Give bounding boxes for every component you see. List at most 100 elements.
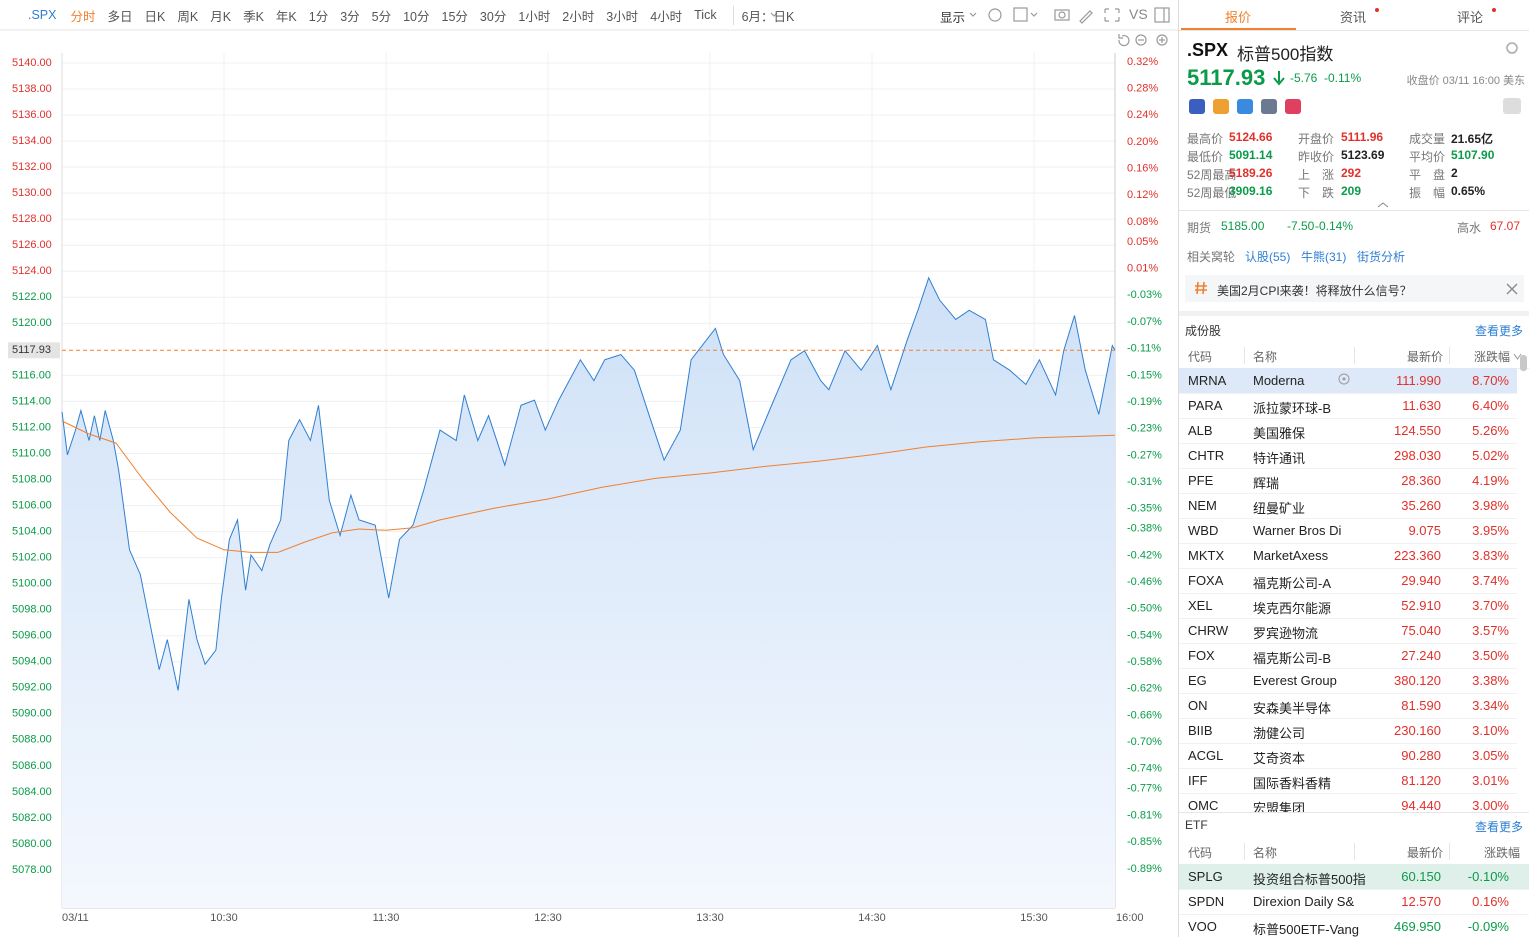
period-tab[interactable]: 5分 <box>371 9 392 24</box>
pct-cell: 5.26% <box>1472 423 1509 438</box>
y-tick-label: 5090.00 <box>12 708 52 720</box>
table-row[interactable]: OMC 宏盟集团 94.440 3.00% <box>1179 793 1517 812</box>
gear-icon[interactable] <box>1505 41 1519 55</box>
toolbar: .SPX 分时 多日 日K 周K 月K 季K 年K 1分 3分 5分 10分 15分 30分 1小时 2小时 3… <box>28 0 794 30</box>
period-tab[interactable]: 季K <box>243 9 264 24</box>
table-row[interactable]: ALB 美国雅保 124.550 5.26% <box>1179 418 1517 444</box>
pct-cell: 3.50% <box>1472 648 1509 663</box>
y2-tick-label: -0.03% <box>1127 289 1162 301</box>
period-tab[interactable]: 2小时 <box>562 9 595 24</box>
period-tab[interactable]: 月K <box>210 9 232 24</box>
panel-tab[interactable]: 资讯 <box>1340 10 1367 25</box>
y-tick-label: 5084.00 <box>12 786 52 798</box>
topic-text[interactable]: 美国2月CPI来袭！将释放什么信号？ <box>1217 284 1412 298</box>
table-row[interactable]: CHTR 特许通讯 298.030 5.02% <box>1179 443 1517 469</box>
table-row[interactable]: FOXA 福克斯公司-A 29.940 3.74% <box>1179 568 1517 594</box>
pct-cell: 3.57% <box>1472 623 1509 638</box>
stat-label: 振 幅 <box>1409 186 1446 200</box>
table: 代码 名称 最新价 涨跌幅 MRNA Moderna 111.990 8.70% PARA 派拉蒙… <box>1179 343 1529 812</box>
compare-button[interactable]: VS <box>1129 6 1148 22</box>
period-tab[interactable]: 日K <box>144 9 166 24</box>
name-cell: 纽曼矿业 <box>1253 501 1306 516</box>
watch-icon[interactable] <box>1338 373 1350 385</box>
period-tab[interactable]: 年K <box>275 9 297 24</box>
settings-icon[interactable] <box>988 8 1002 22</box>
quote-status: 收盘价 03/11 16:00 美东 <box>1406 75 1525 87</box>
zoom-in-icon[interactable] <box>1156 34 1168 46</box>
divider <box>1179 30 1529 31</box>
period-tab[interactable]: Tick <box>694 8 717 22</box>
table-row[interactable]: IFF 国际香料香精 81.120 3.01% <box>1179 768 1517 794</box>
panel-tab[interactable]: 评论 <box>1457 10 1484 25</box>
layout-icon[interactable] <box>1013 7 1028 22</box>
undo-icon[interactable] <box>1118 34 1130 47</box>
fullscreen-icon[interactable] <box>1104 8 1120 22</box>
divider <box>1179 210 1529 211</box>
table-row[interactable]: WBD Warner Bros Di 9.075 3.95% <box>1179 518 1517 544</box>
period-tab[interactable]: 30分 <box>479 9 507 24</box>
period-tab[interactable]: 1分 <box>308 9 329 24</box>
period-tab[interactable]: 10分 <box>403 9 430 24</box>
y-tick-label: 5108.00 <box>12 473 52 485</box>
table-row[interactable]: VOO 标普500ETF-Vang 469.950 -0.09% <box>1179 914 1529 937</box>
display-dropdown[interactable] <box>969 12 977 17</box>
unread-dot <box>1492 8 1496 12</box>
table-row[interactable]: BIIB 渤健公司 230.160 3.10% <box>1179 718 1517 744</box>
related-link[interactable]: 认股(55) <box>1245 250 1291 264</box>
display-button[interactable]: 显示 <box>940 11 966 25</box>
period-tab[interactable]: 多日 <box>107 9 133 24</box>
table-row[interactable]: NEM 纽曼矿业 35.260 3.98% <box>1179 493 1517 519</box>
camera-icon[interactable] <box>1054 9 1070 21</box>
related-link[interactable]: 街货分析 <box>1357 250 1406 264</box>
table-row[interactable]: SPDN Direxion Daily S& 12.570 0.16% <box>1179 889 1529 915</box>
collapse-icon[interactable] <box>1377 201 1389 209</box>
table-row[interactable]: MRNA Moderna 111.990 8.70% <box>1179 368 1517 394</box>
y2-tick-label: 0.24% <box>1127 109 1158 121</box>
x-tick-label: 16:00 <box>1116 912 1144 924</box>
table-row[interactable]: XEL 埃克西尔能源 52.910 3.70% <box>1179 593 1517 619</box>
table-row[interactable]: FOX 福克斯公司-B 27.240 3.50% <box>1179 643 1517 669</box>
divider <box>1179 812 1529 813</box>
table-row[interactable]: EG Everest Group 380.120 3.38% <box>1179 668 1517 694</box>
pct-cell: 4.19% <box>1472 473 1509 488</box>
price-cell: 81.120 <box>1401 773 1441 788</box>
more-link[interactable]: 查看更多 <box>1474 324 1523 338</box>
draw-icon[interactable] <box>1079 10 1093 24</box>
period-tab[interactable]: 3小时 <box>606 9 639 24</box>
zoom-out-icon[interactable] <box>1135 34 1147 46</box>
y-tick-label: 5140.00 <box>12 57 52 69</box>
period-tab[interactable]: 1小时 <box>518 9 551 24</box>
period-tab[interactable]: 15分 <box>441 9 468 24</box>
last-price-box <box>8 342 60 359</box>
range-dropdown[interactable] <box>770 12 778 17</box>
sort-arrow[interactable] <box>1513 352 1522 361</box>
period-tab[interactable]: 周K <box>177 9 199 24</box>
related-link[interactable]: 牛熊(31) <box>1301 250 1347 264</box>
x-tick-label: 10:30 <box>210 912 238 924</box>
table-row[interactable]: ON 安森美半导体 81.590 3.34% <box>1179 693 1517 719</box>
period-tab[interactable]: 4小时 <box>650 9 683 24</box>
price-line <box>61 276 1116 691</box>
symbol-tab[interactable]: .SPX <box>28 8 57 22</box>
table-row[interactable]: PARA 派拉蒙环球-B 11.630 6.40% <box>1179 393 1517 419</box>
panel-tab[interactable]: 报价 <box>1225 10 1252 25</box>
toolbar-icons <box>770 7 1170 24</box>
y-tick-label: 5106.00 <box>12 499 52 511</box>
table: 代码 名称 最新价 涨跌幅 SPLG 投资组合标普500指 60.150 -0.10% SPDN… <box>1179 839 1529 937</box>
close-icon[interactable] <box>1506 283 1518 295</box>
code-cell: PFE <box>1188 473 1214 488</box>
table-row[interactable]: CHRW 罗宾逊物流 75.040 3.57% <box>1179 618 1517 644</box>
sidebar-icon[interactable] <box>1154 7 1170 23</box>
period-tab[interactable]: 分时 <box>70 9 96 24</box>
name-cell: Direxion Daily S& <box>1253 894 1355 909</box>
column-divider <box>1244 843 1245 860</box>
table-row[interactable]: ACGL 艾奇资本 90.280 3.05% <box>1179 743 1517 769</box>
table-row[interactable]: PFE 辉瑞 28.360 4.19% <box>1179 468 1517 494</box>
more-link[interactable]: 查看更多 <box>1474 820 1523 834</box>
table-row[interactable]: SPLG 投资组合标普500指 60.150 -0.10% <box>1179 864 1529 890</box>
period-tab[interactable]: 3分 <box>340 9 360 24</box>
range-select[interactable]: 6月：日K <box>732 5 794 25</box>
table-row[interactable]: MKTX MarketAxess 223.360 3.83% <box>1179 543 1517 569</box>
y2-tick-label: -0.27% <box>1127 449 1162 461</box>
